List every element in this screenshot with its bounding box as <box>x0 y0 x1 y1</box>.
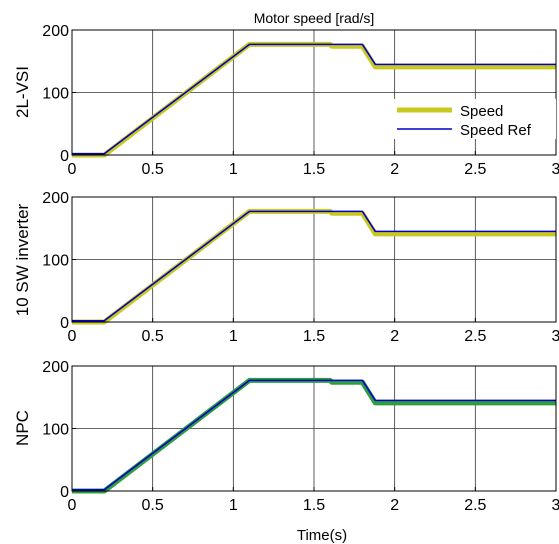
series-2l-vsi <box>72 41 556 158</box>
y-tick-label-2l-vsi-1: 100 <box>42 86 69 103</box>
y-tick-label-10-sw-inverter-2: 200 <box>42 190 69 207</box>
grid-10-sw-inverter <box>72 197 556 322</box>
series-line-speed-ref-2l-vsi <box>72 43 556 155</box>
x-tick-label-npc-2: 1 <box>229 497 238 514</box>
legend-label-speed-ref: Speed Ref <box>460 122 532 139</box>
x-tick-label-2l-vsi-2: 1 <box>229 161 238 178</box>
series-line-speed-npc <box>72 377 556 494</box>
ticks-2l-vsi: 0 0.5 1 1.5 2 2.5 3 0 100 200 <box>42 23 559 178</box>
x-axis-label: Time(s) <box>297 527 347 544</box>
x-tick-label-npc-3: 1.5 <box>303 497 325 514</box>
y-axis-label-npc: NPC <box>13 410 32 446</box>
y-axis-label-2l-vsi: 2L-VSI <box>13 66 32 118</box>
chart-title: Motor speed [rad/s] <box>254 10 375 26</box>
x-tick-label-2l-vsi-0: 0 <box>68 161 77 178</box>
x-tick-label-10-sw-inverter-4: 2 <box>390 328 399 345</box>
x-tick-label-2l-vsi-4: 2 <box>390 161 399 178</box>
y-tick-label-10-sw-inverter-0: 0 <box>60 315 69 332</box>
x-tick-label-10-sw-inverter-2: 1 <box>229 328 238 345</box>
legend: Speed Speed Ref <box>390 99 556 139</box>
y-axis-label-10-sw-inverter: 10 SW inverter <box>13 203 32 316</box>
ticks-10-sw-inverter: 0 0.5 1 1.5 2 2.5 3 0 100 200 <box>42 190 559 345</box>
x-tick-label-2l-vsi-3: 1.5 <box>303 161 325 178</box>
subplot-10-sw-inverter: 0 0.5 1 1.5 2 2.5 3 0 100 200 10 SW inverter <box>13 190 559 345</box>
series-npc <box>72 377 556 494</box>
x-tick-label-2l-vsi-6: 3 <box>552 161 559 178</box>
ticks-npc: 0 0.5 1 1.5 2 2.5 3 0 100 200 <box>42 359 559 514</box>
series-line-speed-ref-10-sw-inverter <box>72 210 556 322</box>
legend-box <box>390 99 556 139</box>
x-tick-label-npc-1: 0.5 <box>142 497 164 514</box>
x-tick-label-10-sw-inverter-1: 0.5 <box>142 328 164 345</box>
subplot-2l-vsi: 0 0.5 1 1.5 2 2.5 3 0 100 200 Motor speed [rad/s]… <box>13 10 559 178</box>
y-tick-label-10-sw-inverter-1: 100 <box>42 253 69 270</box>
x-tick-label-2l-vsi-5: 2.5 <box>464 161 486 178</box>
y-tick-label-npc-1: 100 <box>42 422 69 439</box>
x-tick-label-10-sw-inverter-3: 1.5 <box>303 328 325 345</box>
x-tick-label-npc-6: 3 <box>552 497 559 514</box>
x-tick-label-npc-0: 0 <box>68 497 77 514</box>
x-tick-label-10-sw-inverter-0: 0 <box>68 328 77 345</box>
x-tick-label-2l-vsi-1: 0.5 <box>142 161 164 178</box>
grid-npc <box>72 366 556 491</box>
x-tick-label-npc-4: 2 <box>390 497 399 514</box>
y-tick-label-2l-vsi-2: 200 <box>42 23 69 40</box>
series-line-speed-2l-vsi <box>72 41 556 158</box>
x-tick-label-10-sw-inverter-6: 3 <box>552 328 559 345</box>
series-10-sw-inverter <box>72 208 556 325</box>
grid-2l-vsi <box>72 30 556 155</box>
y-tick-label-npc-0: 0 <box>60 484 69 501</box>
series-line-speed-ref-npc <box>72 379 556 491</box>
legend-label-speed: Speed <box>460 103 503 120</box>
series-line-speed-10-sw-inverter <box>72 208 556 325</box>
y-tick-label-npc-2: 200 <box>42 359 69 376</box>
subplot-npc: 0 0.5 1 1.5 2 2.5 3 0 100 200 NPC Time(s) <box>13 359 559 544</box>
x-tick-label-npc-5: 2.5 <box>464 497 486 514</box>
y-tick-label-2l-vsi-0: 0 <box>60 148 69 165</box>
x-tick-label-10-sw-inverter-5: 2.5 <box>464 328 486 345</box>
